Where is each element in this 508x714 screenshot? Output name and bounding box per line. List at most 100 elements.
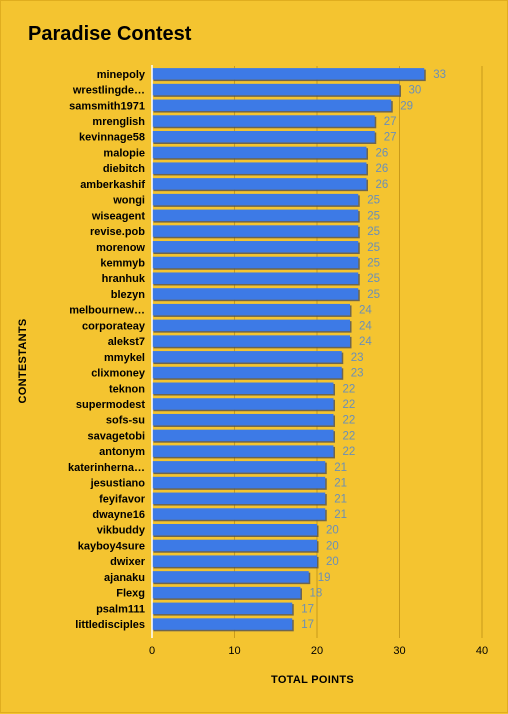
- value-label: 26: [376, 179, 389, 191]
- bar: [152, 225, 359, 237]
- category-label: hranhuk: [102, 273, 146, 285]
- bar: [152, 256, 359, 269]
- y-axis-label: CONTESTANTS: [17, 318, 29, 404]
- category-label: mmykel: [104, 352, 145, 364]
- value-label: 24: [359, 336, 372, 348]
- bar: [152, 146, 367, 159]
- bar: [152, 571, 309, 583]
- value-label: 30: [409, 85, 422, 97]
- category-label: amberkashif: [80, 179, 145, 191]
- value-label: 25: [367, 195, 380, 207]
- value-label: 21: [334, 493, 347, 505]
- category-label: supermodest: [76, 399, 145, 411]
- category-label: kemmyb: [100, 258, 145, 270]
- value-label: 25: [367, 242, 380, 254]
- value-label: 33: [433, 69, 446, 81]
- bar: [152, 272, 359, 284]
- value-label: 25: [367, 258, 380, 270]
- bar: [152, 602, 293, 615]
- category-label: littledisciples: [75, 619, 145, 631]
- bar: [152, 539, 317, 552]
- x-tick-label: 0: [149, 645, 155, 657]
- value-label: 27: [384, 116, 397, 128]
- bar: [152, 413, 334, 426]
- value-label: 22: [343, 415, 356, 427]
- category-label: samsmith1971: [69, 100, 145, 112]
- bar: [152, 445, 334, 457]
- bar: [152, 68, 425, 80]
- category-label: alekst7: [108, 336, 145, 348]
- value-label: 26: [376, 147, 389, 159]
- value-label: 19: [318, 572, 331, 584]
- bar: [152, 178, 367, 190]
- bar: [152, 335, 350, 347]
- value-label: 21: [334, 462, 347, 474]
- bar: [152, 429, 334, 442]
- value-label: 20: [326, 525, 339, 537]
- value-label: 25: [367, 273, 380, 285]
- category-label: diebitch: [103, 163, 145, 175]
- category-label: feyifavor: [99, 493, 146, 505]
- category-label: kevinnage58: [79, 132, 145, 144]
- value-label: 20: [326, 556, 339, 568]
- category-label: melbournew…: [69, 305, 145, 317]
- value-label: 25: [367, 210, 380, 222]
- bar: [152, 303, 350, 316]
- bar: [152, 83, 400, 96]
- bar: [152, 523, 317, 536]
- category-label: dwayne16: [92, 509, 145, 521]
- value-label: 17: [301, 619, 314, 631]
- x-tick-label: 10: [228, 645, 240, 657]
- category-label: malopie: [103, 147, 145, 159]
- bar: [152, 319, 350, 332]
- bar: [152, 618, 293, 630]
- value-label: 22: [343, 399, 356, 411]
- bar: [152, 508, 326, 520]
- category-label: morenow: [96, 242, 145, 254]
- bar: [152, 492, 326, 505]
- bar: [152, 162, 367, 174]
- category-label: teknon: [109, 383, 145, 395]
- category-label: antonym: [99, 446, 145, 458]
- category-label: vikbuddy: [97, 525, 146, 537]
- x-tick-label: 20: [311, 645, 323, 657]
- value-label: 23: [351, 352, 364, 364]
- category-label: wongi: [112, 195, 145, 207]
- value-label: 27: [384, 132, 397, 144]
- category-label: corporateay: [82, 320, 146, 332]
- category-label: dwixer: [110, 556, 146, 568]
- bar: [152, 398, 334, 410]
- value-label: 24: [359, 320, 372, 332]
- category-label: katerinherna…: [68, 462, 145, 474]
- category-label: wiseagent: [91, 210, 146, 222]
- category-label: kayboy4sure: [78, 540, 145, 552]
- x-tick-label: 30: [393, 645, 405, 657]
- x-tick-label: 40: [476, 645, 488, 657]
- category-label: sofs-su: [106, 415, 145, 427]
- value-label: 24: [359, 305, 372, 317]
- bar: [152, 366, 342, 379]
- value-label: 20: [326, 540, 339, 552]
- bar: [152, 461, 326, 473]
- category-label: Flexg: [116, 588, 145, 600]
- bar: [152, 99, 392, 112]
- bar: [152, 130, 375, 143]
- value-label: 26: [376, 163, 389, 175]
- bar: [152, 288, 359, 300]
- value-label: 23: [351, 368, 364, 380]
- value-label: 29: [400, 100, 413, 112]
- category-label: mrenglish: [92, 116, 145, 128]
- value-label: 22: [343, 446, 356, 458]
- value-label: 25: [367, 226, 380, 238]
- value-label: 22: [343, 383, 356, 395]
- bar: [152, 476, 326, 489]
- value-label: 21: [334, 509, 347, 521]
- category-label: wrestlingde…: [72, 85, 145, 97]
- value-label: 18: [310, 588, 323, 600]
- value-label: 17: [301, 603, 314, 615]
- value-label: 21: [334, 478, 347, 490]
- value-label: 25: [367, 289, 380, 301]
- bar: [152, 382, 334, 395]
